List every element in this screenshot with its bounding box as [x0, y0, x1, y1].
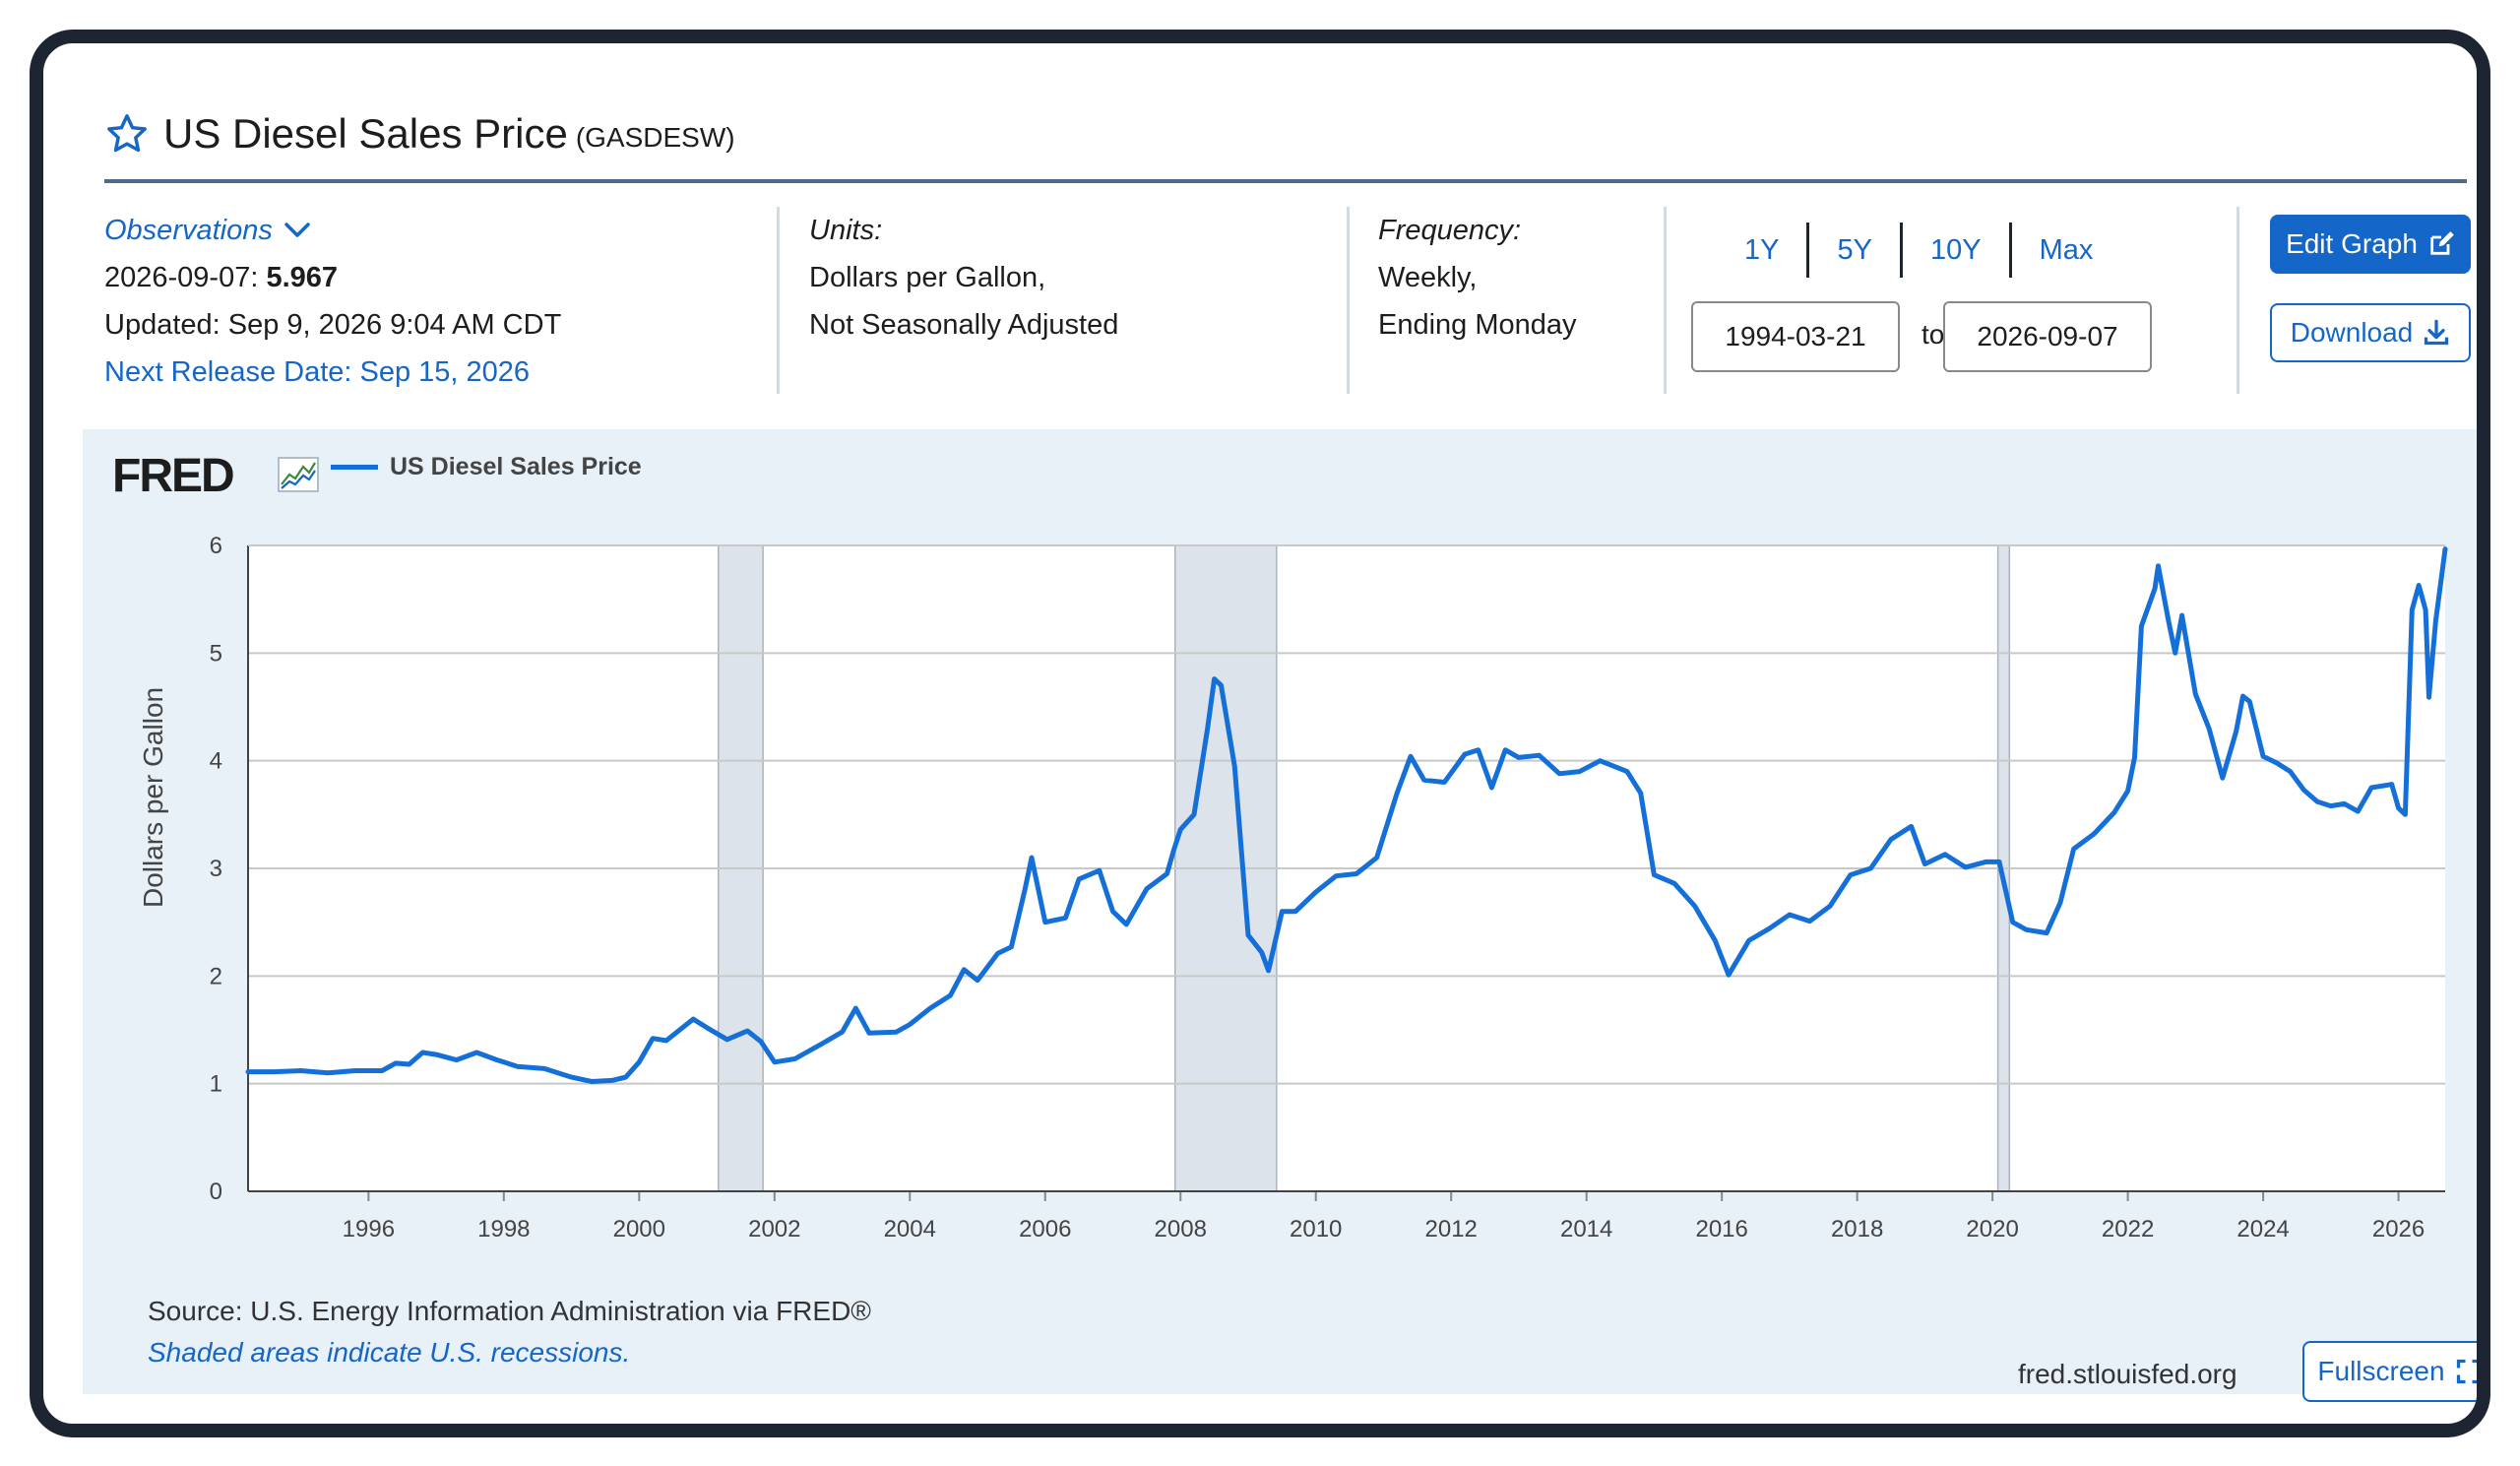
x-tick-label: 2018: [1831, 1216, 1883, 1243]
series-line: [245, 546, 2448, 1084]
trend-chart-icon: [278, 457, 319, 492]
x-tick-label: 2002: [748, 1216, 800, 1243]
fred-logo[interactable]: FRED: [112, 450, 235, 502]
frequency-label: Frequency:: [1378, 215, 1522, 246]
title-divider: [104, 179, 2467, 183]
y-tick-label: 2: [210, 963, 222, 989]
fullscreen-label: Fullscreen: [2317, 1356, 2445, 1386]
site-url: fred.stlouisfed.org: [2018, 1359, 2237, 1389]
units-line-1: Dollars per Gallon,: [809, 262, 1046, 293]
range-buttons: 1Y 5Y 10Y Max: [1717, 223, 2120, 278]
units-line-2: Not Seasonally Adjusted: [809, 309, 1119, 341]
meta-divider: [1347, 207, 1350, 394]
legend-swatch: [331, 465, 378, 470]
chevron-down-icon[interactable]: [283, 221, 312, 240]
x-tick-label: 2016: [1695, 1216, 1747, 1243]
meta-divider: [2236, 207, 2239, 394]
download-icon: [2425, 319, 2449, 346]
x-tick-label: 1996: [343, 1216, 395, 1243]
observation-date: 2026-09-07:: [104, 262, 259, 293]
x-tick-label: 1998: [477, 1216, 530, 1243]
fullscreen-icon: [2456, 1359, 2477, 1384]
next-release-link[interactable]: Next Release Date: Sep 15, 2026: [104, 356, 531, 388]
y-tick-label: 4: [210, 748, 222, 775]
observations-panel: Observations 2026-09-07: 5.967 Updated: …: [104, 207, 774, 396]
y-tick-label: 3: [210, 856, 222, 882]
x-tick-label: 2014: [1560, 1216, 1612, 1243]
start-date-input[interactable]: [1691, 301, 1900, 372]
download-label: Download: [2290, 317, 2414, 348]
y-axis-label: Dollars per Gallon: [138, 686, 168, 908]
date-to-label: to: [1922, 319, 1945, 350]
range-max-button[interactable]: Max: [2039, 234, 2094, 266]
page-title: US Diesel Sales Price: [163, 110, 568, 157]
y-tick-label: 5: [210, 640, 222, 667]
star-outline-icon[interactable]: [104, 111, 150, 157]
x-tick-label: 2026: [2372, 1216, 2425, 1243]
chart-panel: 0 1 2 3 4 5 6 1996 1998 2000 2002 2004 2006 2008 2010 2…: [83, 429, 2485, 1402]
range-10y-button[interactable]: 10Y: [1903, 223, 2012, 278]
x-tick-label: 2000: [613, 1216, 665, 1243]
x-tick-label: 2004: [884, 1216, 936, 1243]
range-1y-button[interactable]: 1Y: [1717, 223, 1810, 278]
y-tick-label: 1: [210, 1071, 222, 1098]
recession-note: Shaded areas indicate U.S. recessions.: [148, 1337, 631, 1368]
frequency-panel: Frequency: Weekly, Ending Monday: [1378, 207, 1664, 349]
meta-divider: [777, 207, 780, 394]
observations-label[interactable]: Observations: [104, 215, 273, 246]
frequency-line-2: Ending Monday: [1378, 309, 1577, 341]
frequency-line-1: Weekly,: [1378, 262, 1478, 293]
x-tick-label: 2024: [2236, 1216, 2289, 1243]
edit-graph-button[interactable]: Edit Graph: [2270, 215, 2471, 274]
series-id: (GASDESW): [575, 122, 735, 153]
units-panel: Units: Dollars per Gallon, Not Seasonall…: [809, 207, 1360, 349]
legend-series-name: US Diesel Sales Price: [390, 453, 642, 480]
chart-canvas[interactable]: 0 1 2 3 4 5 6 1996 1998 2000 2002 2004 2006 2008 2010 2…: [83, 429, 2485, 1394]
x-tick-label: 2006: [1019, 1216, 1071, 1243]
y-tick-label: 0: [210, 1179, 222, 1205]
observation-value: 5.967: [266, 262, 339, 293]
units-label: Units:: [809, 215, 883, 246]
x-tick-label: 2022: [2102, 1216, 2154, 1243]
title-row: US Diesel Sales Price (GASDESW): [104, 104, 735, 163]
x-tick-label: 2020: [1966, 1216, 2018, 1243]
range-5y-button[interactable]: 5Y: [1809, 223, 1903, 278]
meta-divider: [1664, 207, 1667, 394]
chart-legend: US Diesel Sales Price: [331, 453, 642, 481]
latest-observation: 2026-09-07: 5.967: [104, 254, 774, 301]
updated-text: Updated: Sep 9, 2026 9:04 AM CDT: [104, 309, 562, 341]
download-button[interactable]: Download: [2270, 303, 2471, 362]
edit-graph-label: Edit Graph: [2286, 228, 2418, 259]
x-tick-label: 2008: [1155, 1216, 1207, 1243]
fullscreen-button[interactable]: Fullscreen: [2302, 1341, 2477, 1402]
end-date-input[interactable]: [1943, 301, 2152, 372]
source-text: Source: U.S. Energy Information Administ…: [148, 1296, 871, 1326]
x-tick-label: 2010: [1290, 1216, 1342, 1243]
y-tick-label: 6: [210, 533, 222, 559]
fred-card: US Diesel Sales Price (GASDESW) Observat…: [30, 30, 2490, 1437]
observations-dropdown[interactable]: Observations: [104, 207, 774, 254]
edit-icon: [2430, 231, 2454, 255]
x-tick-label: 2012: [1425, 1216, 1478, 1243]
